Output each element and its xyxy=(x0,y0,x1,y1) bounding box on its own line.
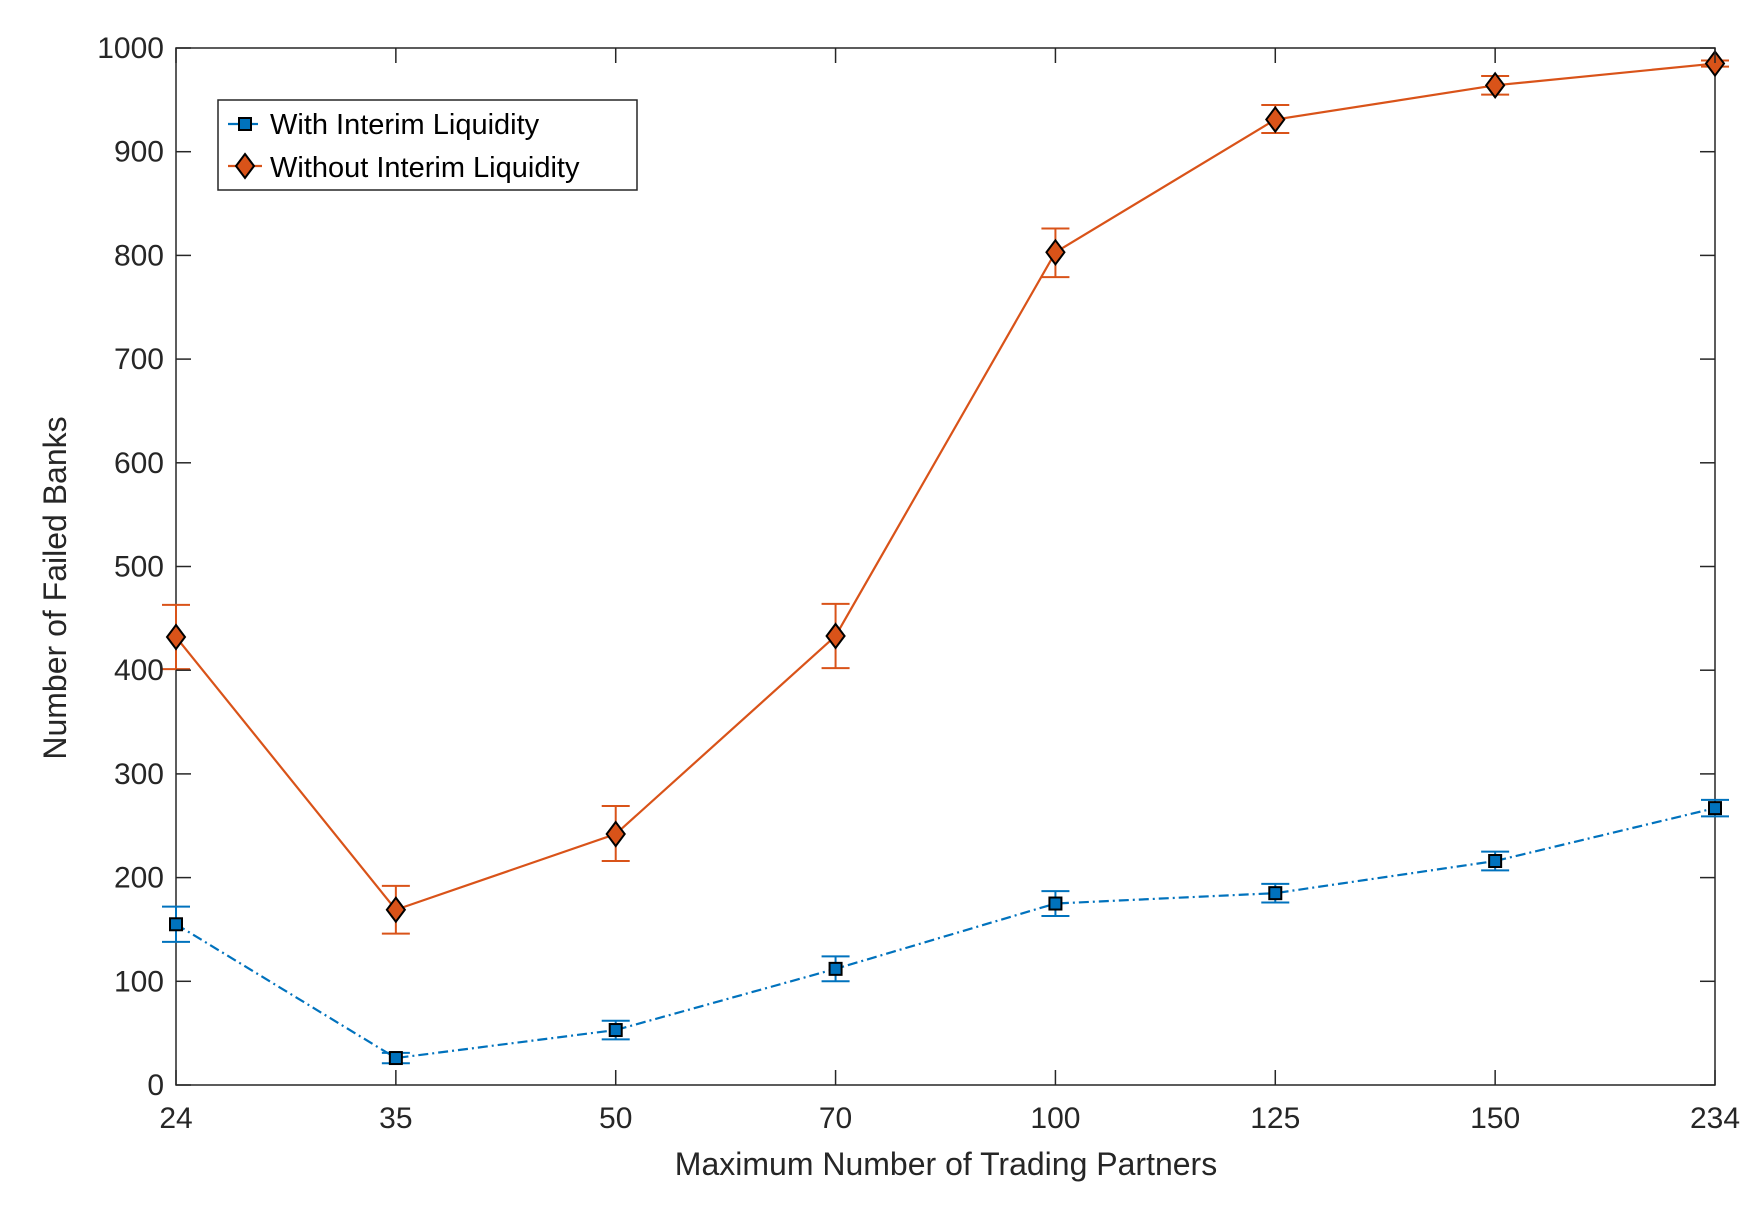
y-tick-label: 400 xyxy=(114,654,164,687)
series-line xyxy=(175,807,1716,1060)
legend: With Interim Liquidity Without Interim L… xyxy=(217,99,638,191)
y-tick-label: 600 xyxy=(114,447,164,480)
data-point xyxy=(388,1051,403,1066)
x-tick-label: 24 xyxy=(159,1102,192,1135)
y-tick-label: 0 xyxy=(147,1069,164,1102)
y-tick-label: 100 xyxy=(114,965,164,998)
x-tick-label: 125 xyxy=(1250,1102,1300,1135)
data-point xyxy=(1268,886,1283,901)
y-tick-label: 300 xyxy=(114,758,164,791)
x-tick-label: 35 xyxy=(379,1102,412,1135)
data-point xyxy=(165,623,187,651)
x-axis-title: Maximum Number of Trading Partners xyxy=(675,1146,1217,1182)
series-with-interim-liquidity xyxy=(162,798,1729,1066)
data-point xyxy=(1045,238,1066,266)
legend-label-without-interim-liquidity: Without Interim Liquidity xyxy=(270,152,580,184)
series-without-interim-liquidity xyxy=(162,49,1729,935)
data-point xyxy=(1704,49,1726,78)
x-tick-label: 150 xyxy=(1470,1102,1520,1135)
legend-box xyxy=(217,99,638,191)
data-point xyxy=(825,622,846,650)
y-tick-label: 500 xyxy=(114,551,164,584)
data-point xyxy=(1048,896,1063,911)
x-tick-label: 50 xyxy=(599,1102,632,1135)
legend-marker-sample xyxy=(234,152,256,180)
y-tick-label: 700 xyxy=(114,343,164,376)
x-tick-label: 234 xyxy=(1690,1102,1740,1135)
legend-label-with-interim-liquidity: With Interim Liquidity xyxy=(270,109,540,141)
y-tick-label: 800 xyxy=(114,239,164,272)
data-point xyxy=(1708,801,1722,816)
legend-marker-sample xyxy=(238,117,252,131)
legend-entry-with-interim-liquidity: With Interim Liquidity xyxy=(228,109,540,141)
series-line xyxy=(175,62,1716,912)
data-point xyxy=(385,896,407,924)
y-axis-title: Number of Failed Banks xyxy=(37,416,73,759)
data-point xyxy=(1484,71,1506,99)
legend-entry-without-interim-liquidity: Without Interim Liquidity xyxy=(228,152,580,184)
y-tick-label: 900 xyxy=(114,136,164,169)
y-tick-label: 1000 xyxy=(97,32,164,65)
x-tick-label: 100 xyxy=(1030,1102,1080,1135)
x-tick-label: 70 xyxy=(819,1102,852,1135)
series-layer xyxy=(162,49,1729,1066)
data-point xyxy=(608,1023,623,1038)
axes-layer: 0 100 200 300 400 500 600 700 800 900 1000 24 35 50 70… xyxy=(97,32,1740,1135)
y-tick-label: 200 xyxy=(114,862,164,895)
data-point xyxy=(605,820,626,848)
data-point xyxy=(169,917,183,932)
data-point xyxy=(1265,105,1286,134)
data-point xyxy=(828,961,843,976)
data-point xyxy=(1488,854,1503,869)
